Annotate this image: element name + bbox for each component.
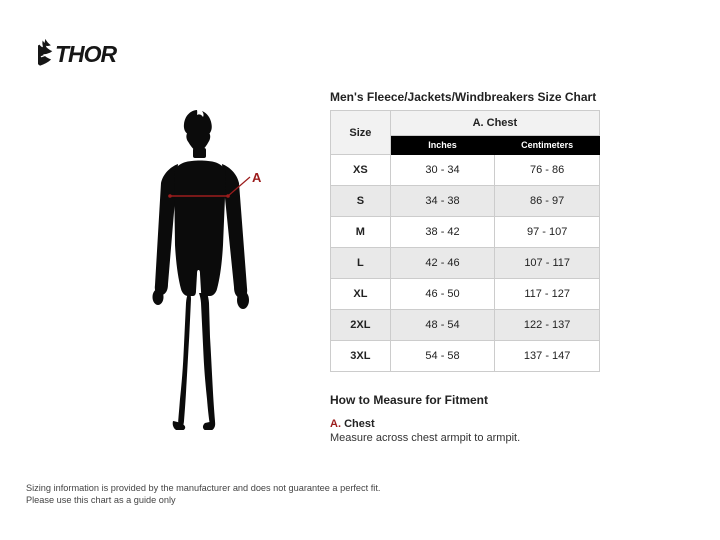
svg-text:A: A: [252, 170, 262, 185]
